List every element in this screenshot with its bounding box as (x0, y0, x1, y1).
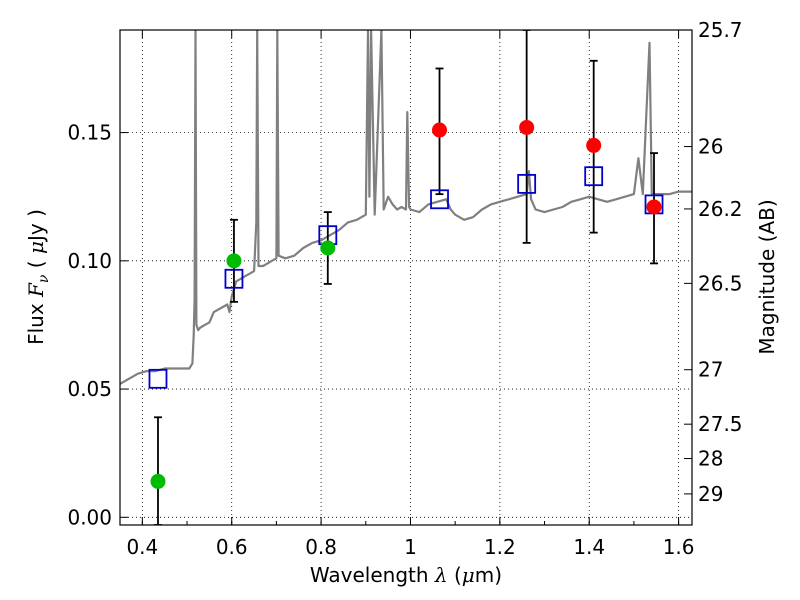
x-tick-label: 0.6 (216, 535, 248, 559)
x-tick-label: 0.8 (305, 535, 337, 559)
mag-tick-label: 28 (698, 447, 723, 471)
x-tick-label: 1.6 (663, 535, 695, 559)
plot-background (120, 30, 692, 525)
mag-tick-label: 27 (698, 358, 723, 382)
mag-tick-label: 27.5 (698, 412, 743, 436)
observed-flux-point (432, 122, 448, 138)
plot-frame (119, 29, 693, 526)
y-tick-label: 0.00 (67, 505, 112, 529)
y2-axis-label: Magnitude (AB) (755, 199, 779, 354)
model-spectrum-line (120, 30, 692, 385)
tick-layer: 0.4 0.6 0.8 1 1.2 1.4 1.6 0.00 0.05 0.10 0.15 25.7 2… (67, 18, 742, 559)
observed-flux-point (519, 119, 535, 135)
x-axis-label: Wavelength λ (μm) (310, 563, 502, 587)
mag-tick-label: 26.2 (698, 197, 743, 221)
x-tick-label: 1 (404, 535, 417, 559)
observed-flux-point (150, 473, 166, 489)
model-photometry-square (148, 368, 168, 389)
observed-flux-point (586, 137, 602, 153)
mag-tick-label: 29 (698, 482, 723, 506)
x-tick-label: 0.4 (126, 535, 158, 559)
model-photometry-square (430, 189, 449, 210)
y-tick-label: 0.05 (67, 377, 112, 401)
mag-tick-label: 26.5 (698, 271, 743, 295)
data-layer (120, 30, 692, 525)
mag-tick-label: 25.7 (698, 18, 743, 42)
y-tick-label: 0.15 (67, 121, 112, 145)
mag-tick-label: 26 (698, 135, 723, 159)
x-tick-label: 1.2 (484, 535, 516, 559)
model-photometry-square (224, 268, 244, 289)
model-photometry-square (584, 166, 604, 187)
y-tick-label: 0.10 (67, 249, 112, 273)
observed-flux-point (646, 199, 662, 215)
observed-flux-point (226, 253, 242, 269)
x-tick-label: 1.4 (573, 535, 605, 559)
observed-flux-point (320, 240, 336, 256)
y-axis-label: Flux Fν ( μJy ) (24, 209, 52, 345)
grid-lines (120, 30, 692, 525)
model-photometry-square (517, 173, 537, 194)
